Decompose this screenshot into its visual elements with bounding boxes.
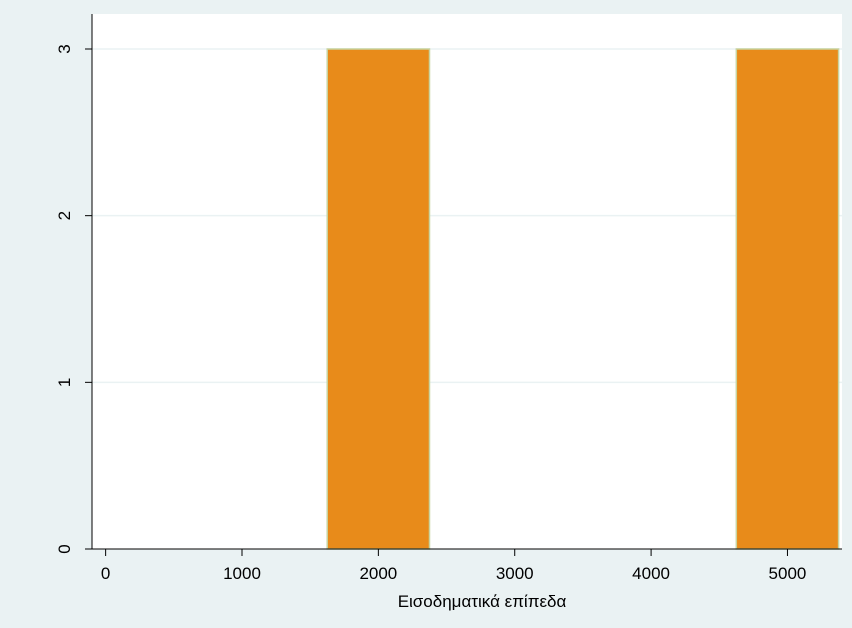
y-tick-label-3: 3 (55, 44, 74, 53)
x-tick-label-1000: 1000 (223, 564, 261, 583)
x-tick-label-3000: 3000 (496, 564, 534, 583)
axes: 0 1 2 3 0 1000 2000 3000 4000 5000 (55, 14, 842, 583)
gridlines (92, 48, 842, 384)
x-axis-title: Εισοδηματικά επίπεδα (398, 592, 567, 611)
y-tick-label-1: 1 (55, 378, 74, 387)
bar-2 (735, 48, 840, 550)
bars (326, 48, 840, 550)
bar-1 (326, 48, 431, 550)
y-tick-label-0: 0 (55, 544, 74, 553)
x-tick-label-5000: 5000 (769, 564, 807, 583)
plot-area (92, 14, 842, 549)
x-tick-label-0: 0 (101, 564, 110, 583)
x-tick-label-2000: 2000 (359, 564, 397, 583)
y-tick-label-2: 2 (55, 211, 74, 220)
x-tick-label-4000: 4000 (632, 564, 670, 583)
